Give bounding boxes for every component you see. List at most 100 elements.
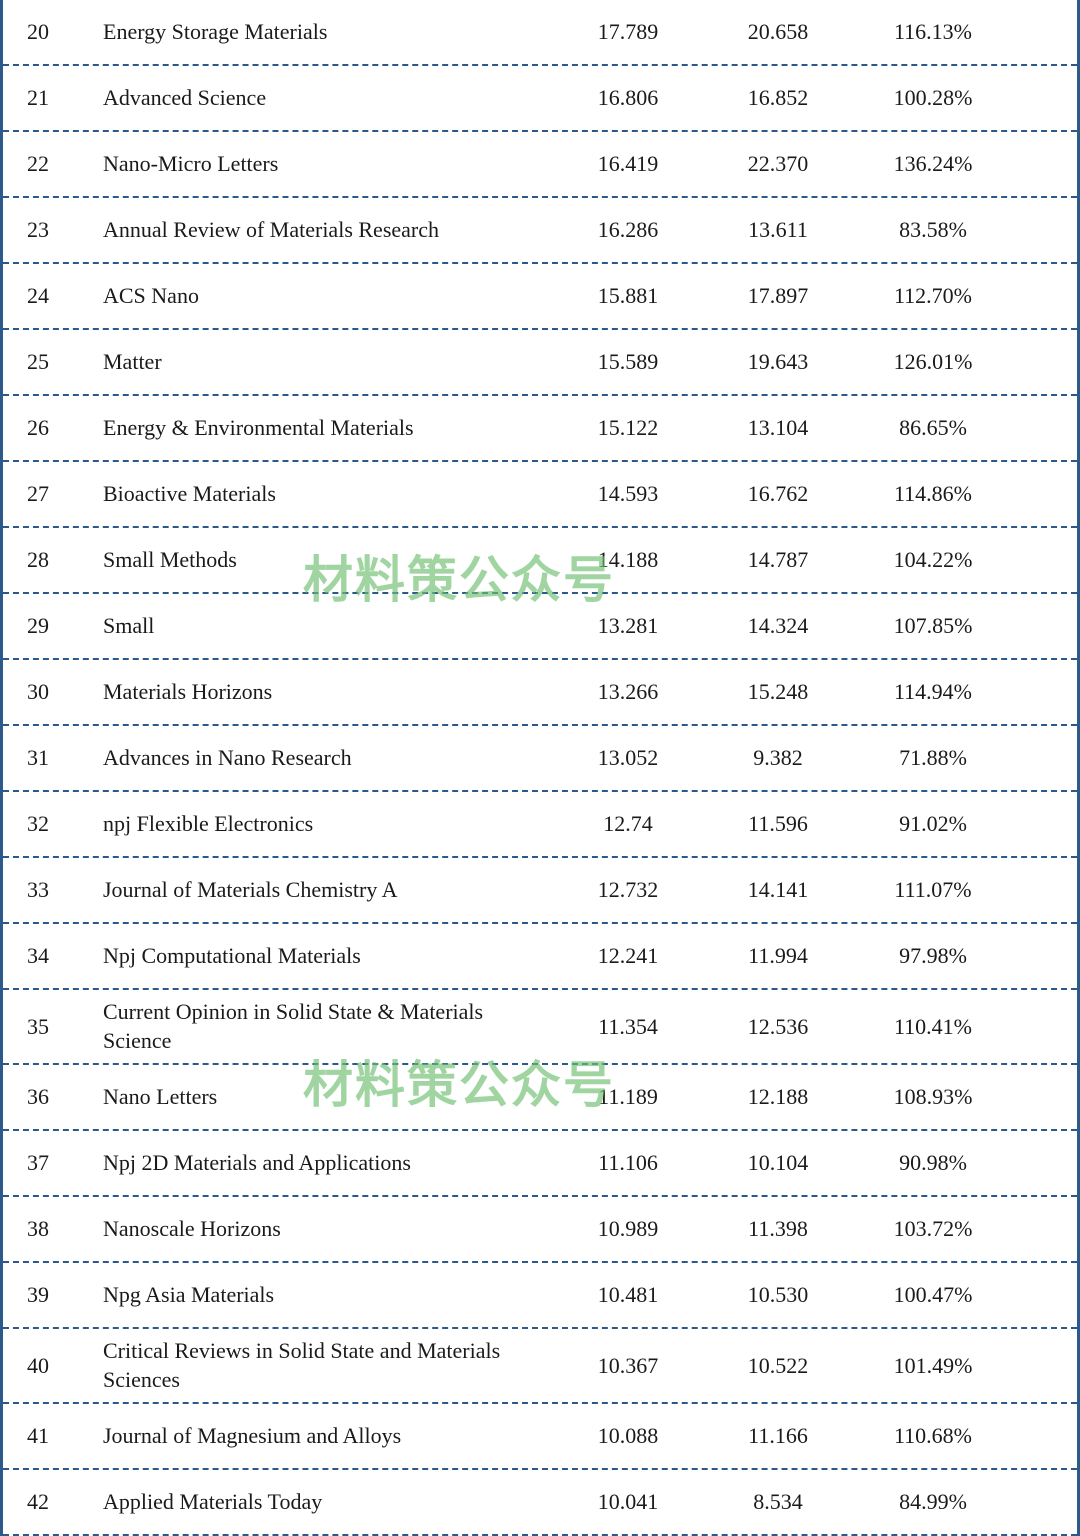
percent-cell: 91.02% <box>853 811 1023 837</box>
table-row: 38Nanoscale Horizons10.98911.398103.72% <box>3 1197 1077 1263</box>
rank-cell: 37 <box>3 1150 93 1176</box>
journal-name-cell: Advances in Nano Research <box>93 744 553 773</box>
rank-cell: 40 <box>3 1353 93 1379</box>
rank-cell: 41 <box>3 1423 93 1449</box>
value2-cell: 12.188 <box>703 1084 853 1110</box>
value1-cell: 17.789 <box>553 19 703 45</box>
journal-name-cell: Npg Asia Materials <box>93 1281 553 1310</box>
rank-cell: 22 <box>3 151 93 177</box>
rank-cell: 26 <box>3 415 93 441</box>
rank-cell: 32 <box>3 811 93 837</box>
journal-name-cell: Advanced Science <box>93 84 553 113</box>
value2-cell: 16.762 <box>703 481 853 507</box>
journal-table: 材料策公众号 材料策公众号 20Energy Storage Materials… <box>0 0 1080 1536</box>
journal-name-cell: Small <box>93 612 553 641</box>
value2-cell: 11.994 <box>703 943 853 969</box>
journal-name-cell: Matter <box>93 348 553 377</box>
percent-cell: 110.41% <box>853 1014 1023 1040</box>
table-row: 20Energy Storage Materials17.78920.65811… <box>3 0 1077 66</box>
percent-cell: 112.70% <box>853 283 1023 309</box>
percent-cell: 111.07% <box>853 877 1023 903</box>
value2-cell: 8.534 <box>703 1489 853 1515</box>
percent-cell: 114.94% <box>853 679 1023 705</box>
value1-cell: 13.281 <box>553 613 703 639</box>
journal-name-cell: npj Flexible Electronics <box>93 810 553 839</box>
value1-cell: 11.354 <box>553 1014 703 1040</box>
rank-cell: 35 <box>3 1014 93 1040</box>
value2-cell: 19.643 <box>703 349 853 375</box>
table-row: 36Nano Letters11.18912.188108.93% <box>3 1065 1077 1131</box>
value1-cell: 16.286 <box>553 217 703 243</box>
value1-cell: 10.041 <box>553 1489 703 1515</box>
value2-cell: 10.104 <box>703 1150 853 1176</box>
percent-cell: 126.01% <box>853 349 1023 375</box>
value1-cell: 15.881 <box>553 283 703 309</box>
table-row: 42Applied Materials Today10.0418.53484.9… <box>3 1470 1077 1536</box>
rank-cell: 20 <box>3 19 93 45</box>
value2-cell: 22.370 <box>703 151 853 177</box>
percent-cell: 108.93% <box>853 1084 1023 1110</box>
value2-cell: 17.897 <box>703 283 853 309</box>
journal-name-cell: Npj Computational Materials <box>93 942 553 971</box>
journal-name-cell: Npj 2D Materials and Applications <box>93 1149 553 1178</box>
value1-cell: 15.122 <box>553 415 703 441</box>
percent-cell: 103.72% <box>853 1216 1023 1242</box>
rank-cell: 36 <box>3 1084 93 1110</box>
journal-name-cell: Current Opinion in Solid State & Materia… <box>93 998 553 1055</box>
value2-cell: 10.530 <box>703 1282 853 1308</box>
percent-cell: 110.68% <box>853 1423 1023 1449</box>
percent-cell: 97.98% <box>853 943 1023 969</box>
table-row: 23Annual Review of Materials Research16.… <box>3 198 1077 264</box>
percent-cell: 107.85% <box>853 613 1023 639</box>
table-row: 24ACS Nano15.88117.897112.70% <box>3 264 1077 330</box>
percent-cell: 84.99% <box>853 1489 1023 1515</box>
journal-name-cell: Nanoscale Horizons <box>93 1215 553 1244</box>
value1-cell: 12.241 <box>553 943 703 969</box>
table-row: 34Npj Computational Materials12.24111.99… <box>3 924 1077 990</box>
value2-cell: 11.596 <box>703 811 853 837</box>
table-row: 25Matter15.58919.643126.01% <box>3 330 1077 396</box>
rank-cell: 28 <box>3 547 93 573</box>
table-row: 30Materials Horizons13.26615.248114.94% <box>3 660 1077 726</box>
percent-cell: 101.49% <box>853 1353 1023 1379</box>
rank-cell: 21 <box>3 85 93 111</box>
value1-cell: 14.188 <box>553 547 703 573</box>
journal-name-cell: ACS Nano <box>93 282 553 311</box>
rank-cell: 27 <box>3 481 93 507</box>
value1-cell: 16.806 <box>553 85 703 111</box>
table-row: 32npj Flexible Electronics12.7411.59691.… <box>3 792 1077 858</box>
rank-cell: 29 <box>3 613 93 639</box>
table-row: 28Small Methods14.18814.787104.22% <box>3 528 1077 594</box>
table-row: 26Energy & Environmental Materials15.122… <box>3 396 1077 462</box>
value2-cell: 20.658 <box>703 19 853 45</box>
value2-cell: 11.398 <box>703 1216 853 1242</box>
table-row: 41Journal of Magnesium and Alloys10.0881… <box>3 1404 1077 1470</box>
value1-cell: 16.419 <box>553 151 703 177</box>
rank-cell: 34 <box>3 943 93 969</box>
value2-cell: 15.248 <box>703 679 853 705</box>
journal-name-cell: Energy Storage Materials <box>93 18 553 47</box>
value1-cell: 11.189 <box>553 1084 703 1110</box>
journal-name-cell: Small Methods <box>93 546 553 575</box>
table-row: 29Small13.28114.324107.85% <box>3 594 1077 660</box>
value2-cell: 11.166 <box>703 1423 853 1449</box>
percent-cell: 136.24% <box>853 151 1023 177</box>
percent-cell: 71.88% <box>853 745 1023 771</box>
journal-name-cell: Annual Review of Materials Research <box>93 216 553 245</box>
journal-name-cell: Journal of Magnesium and Alloys <box>93 1422 553 1451</box>
journal-name-cell: Nano Letters <box>93 1083 553 1112</box>
percent-cell: 104.22% <box>853 547 1023 573</box>
rank-cell: 24 <box>3 283 93 309</box>
table-row: 33Journal of Materials Chemistry A12.732… <box>3 858 1077 924</box>
value2-cell: 13.104 <box>703 415 853 441</box>
value2-cell: 14.141 <box>703 877 853 903</box>
value1-cell: 13.052 <box>553 745 703 771</box>
table-row: 40Critical Reviews in Solid State and Ma… <box>3 1329 1077 1404</box>
journal-name-cell: Energy & Environmental Materials <box>93 414 553 443</box>
rank-cell: 38 <box>3 1216 93 1242</box>
journal-name-cell: Nano-Micro Letters <box>93 150 553 179</box>
value2-cell: 10.522 <box>703 1353 853 1379</box>
value2-cell: 14.787 <box>703 547 853 573</box>
percent-cell: 83.58% <box>853 217 1023 243</box>
table-row: 31Advances in Nano Research13.0529.38271… <box>3 726 1077 792</box>
